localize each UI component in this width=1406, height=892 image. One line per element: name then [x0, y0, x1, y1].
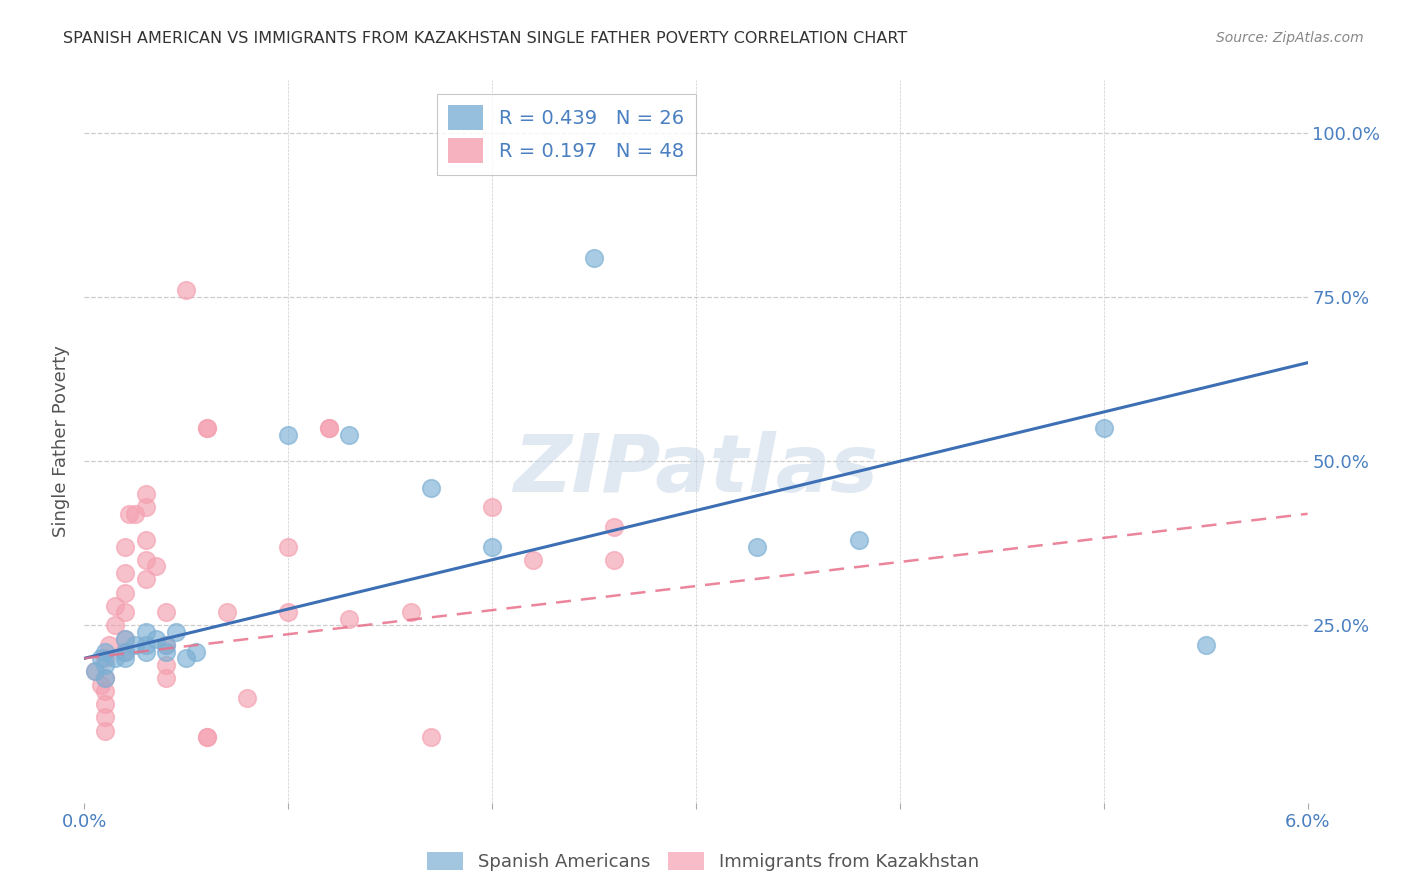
Point	[747, 540, 769, 554]
Text: Source: ZipAtlas.com: Source: ZipAtlas.com	[1216, 31, 1364, 45]
Point	[135, 638, 157, 652]
Point	[155, 638, 177, 652]
Point	[848, 533, 870, 547]
Point	[93, 645, 117, 659]
Point	[124, 507, 146, 521]
Point	[97, 638, 120, 652]
Point	[318, 421, 340, 435]
Point	[93, 698, 117, 712]
Point	[114, 645, 136, 659]
Point	[145, 559, 167, 574]
Point	[93, 684, 117, 698]
Point	[114, 632, 136, 646]
Point	[186, 645, 208, 659]
Point	[420, 481, 443, 495]
Point	[135, 533, 157, 547]
Point	[603, 553, 626, 567]
Point	[420, 730, 443, 744]
Point	[195, 421, 218, 435]
Point	[603, 520, 626, 534]
Point	[155, 638, 177, 652]
Point	[155, 605, 177, 619]
Point	[176, 651, 198, 665]
Point	[93, 651, 117, 665]
Legend: R = 0.439   N = 26, R = 0.197   N = 48: R = 0.439 N = 26, R = 0.197 N = 48	[437, 94, 696, 175]
Point	[277, 605, 299, 619]
Point	[339, 428, 361, 442]
Point	[83, 665, 105, 679]
Point	[93, 710, 117, 724]
Legend: Spanish Americans, Immigrants from Kazakhstan: Spanish Americans, Immigrants from Kazak…	[420, 845, 986, 879]
Point	[90, 651, 112, 665]
Point	[195, 730, 218, 744]
Point	[217, 605, 239, 619]
Point	[583, 251, 606, 265]
Point	[114, 566, 136, 580]
Point	[277, 540, 299, 554]
Point	[318, 421, 340, 435]
Point	[522, 553, 544, 567]
Point	[135, 625, 157, 640]
Point	[481, 540, 503, 554]
Point	[145, 632, 167, 646]
Point	[114, 651, 136, 665]
Point	[114, 540, 136, 554]
Point	[135, 553, 157, 567]
Text: ZIPatlas: ZIPatlas	[513, 432, 879, 509]
Point	[135, 487, 157, 501]
Point	[114, 632, 136, 646]
Point	[90, 677, 112, 691]
Point	[118, 507, 141, 521]
Y-axis label: Single Father Poverty: Single Father Poverty	[52, 345, 70, 538]
Point	[165, 625, 187, 640]
Point	[114, 585, 136, 599]
Point	[135, 500, 157, 515]
Text: SPANISH AMERICAN VS IMMIGRANTS FROM KAZAKHSTAN SINGLE FATHER POVERTY CORRELATION: SPANISH AMERICAN VS IMMIGRANTS FROM KAZA…	[63, 31, 907, 46]
Point	[135, 573, 157, 587]
Point	[124, 638, 146, 652]
Point	[481, 500, 503, 515]
Point	[93, 723, 117, 738]
Point	[83, 665, 105, 679]
Point	[93, 671, 117, 685]
Point	[236, 690, 259, 705]
Point	[195, 730, 218, 744]
Point	[155, 671, 177, 685]
Point	[114, 645, 136, 659]
Point	[93, 671, 117, 685]
Point	[176, 284, 198, 298]
Point	[104, 651, 127, 665]
Point	[155, 657, 177, 672]
Point	[93, 657, 117, 672]
Point	[104, 618, 127, 632]
Point	[1195, 638, 1218, 652]
Point	[195, 421, 218, 435]
Point	[339, 612, 361, 626]
Point	[277, 428, 299, 442]
Point	[104, 599, 127, 613]
Point	[135, 645, 157, 659]
Point	[155, 645, 177, 659]
Point	[399, 605, 422, 619]
Point	[114, 605, 136, 619]
Point	[1092, 421, 1115, 435]
